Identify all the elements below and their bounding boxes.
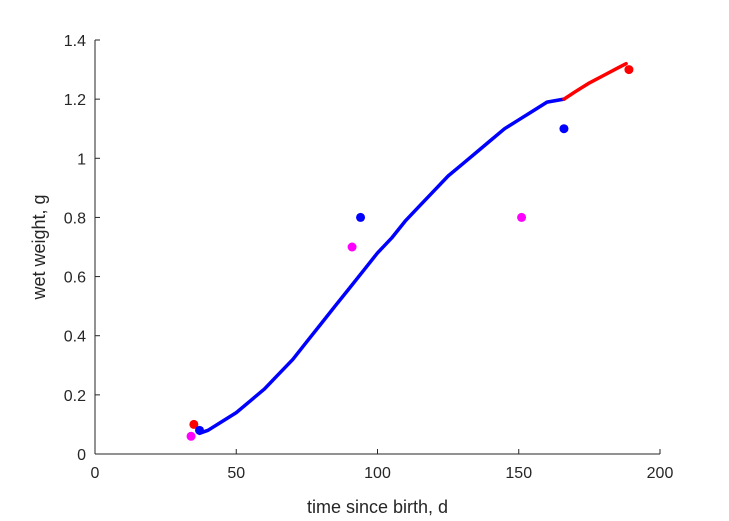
x-tick-label: 150 xyxy=(505,465,532,482)
data-point xyxy=(189,419,199,429)
data-point xyxy=(347,242,357,252)
y-tick-label: 0.2 xyxy=(64,388,86,405)
data-points xyxy=(186,65,634,441)
data-point xyxy=(624,65,634,75)
data-point xyxy=(559,124,569,134)
y-axis: 0 0.2 0.4 0.6 0.8 1 1.2 1.4 xyxy=(64,33,100,464)
y-tick-label: 0.4 xyxy=(64,329,86,346)
x-tick-label: 0 xyxy=(91,465,100,482)
x-tick-label: 100 xyxy=(364,465,391,482)
x-axis: 0 50 100 150 200 xyxy=(91,449,674,482)
y-tick-label: 0.6 xyxy=(64,270,86,287)
x-tick-label: 50 xyxy=(227,465,245,482)
y-tick-label: 0.8 xyxy=(64,210,86,227)
y-tick-label: 0 xyxy=(77,447,86,464)
data-point xyxy=(356,212,366,222)
y-tick-label: 1 xyxy=(77,151,86,168)
x-axis-label: time since birth, d xyxy=(307,497,448,517)
y-tick-label: 1.2 xyxy=(64,92,86,109)
data-point xyxy=(186,431,196,441)
fit-curves xyxy=(197,61,628,436)
y-tick-label: 1.4 xyxy=(64,33,86,50)
x-tick-label: 200 xyxy=(647,465,674,482)
data-point xyxy=(517,212,527,222)
data-point xyxy=(195,425,205,435)
y-axis-label: wet weight, g xyxy=(29,194,49,300)
fit-curve xyxy=(197,97,566,436)
fit-curve xyxy=(562,61,628,101)
